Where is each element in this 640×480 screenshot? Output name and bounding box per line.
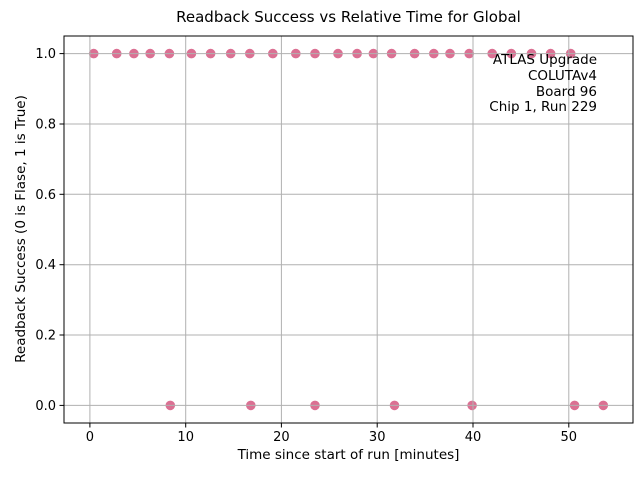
annotation-line: COLUTAv4 xyxy=(527,67,597,84)
annotation-line: Chip 1, Run 229 xyxy=(489,99,597,116)
x-axis-label: Time since start of run [minutes] xyxy=(237,447,460,463)
x-tick-label: 0 xyxy=(86,430,94,445)
chart-title: Readback Success vs Relative Time for Gl… xyxy=(176,8,521,26)
plot-border xyxy=(63,35,634,424)
annotation-text-block: ATLAS Upgrade COLUTAv4 Board 96 Chip 1, … xyxy=(489,52,597,116)
x-tick-label: 50 xyxy=(561,430,578,445)
x-tick-label: 30 xyxy=(369,430,386,445)
y-tick-label: 0.6 xyxy=(35,188,56,203)
y-axis-label: Readback Success (0 is Flase, 1 is True) xyxy=(13,95,29,363)
y-tick-label: 0.0 xyxy=(35,399,56,414)
y-tick-label: 0.2 xyxy=(35,329,56,344)
annotation-line: ATLAS Upgrade xyxy=(492,52,597,68)
x-tick-label: 40 xyxy=(465,430,482,445)
y-tick-label: 1.0 xyxy=(35,47,56,62)
annotation-line: Board 96 xyxy=(535,83,597,100)
y-tick-label: 0.4 xyxy=(35,258,56,273)
x-tick-label: 20 xyxy=(273,430,290,445)
y-tick-label: 0.8 xyxy=(35,118,56,133)
x-tick-label: 10 xyxy=(177,430,194,445)
